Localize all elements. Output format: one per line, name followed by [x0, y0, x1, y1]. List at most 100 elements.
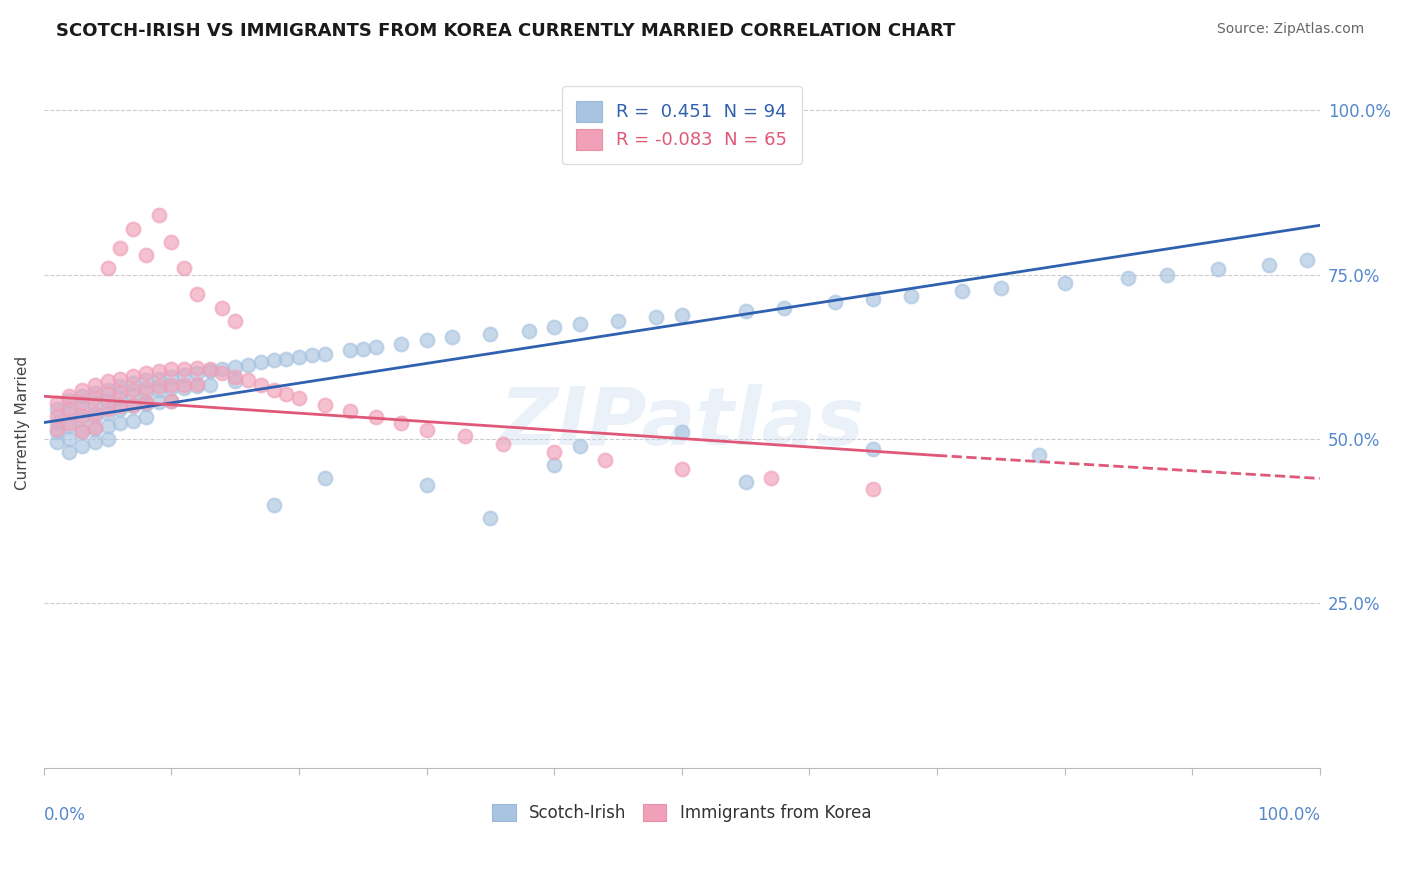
Point [479, 511, 502, 525]
Point [224, 369, 246, 384]
Point [135, 366, 157, 380]
Point [415, 478, 437, 492]
Point [173, 378, 195, 392]
Point [224, 314, 246, 328]
Point [236, 373, 259, 387]
Point [45, 402, 67, 417]
Y-axis label: Currently Married: Currently Married [15, 356, 30, 490]
Point [568, 317, 591, 331]
Point [593, 453, 616, 467]
Point [211, 361, 233, 376]
Point [160, 378, 183, 392]
Point [186, 377, 208, 392]
Point [415, 423, 437, 437]
Point [173, 381, 195, 395]
Point [135, 384, 157, 399]
Point [58, 418, 80, 433]
Point [122, 368, 145, 383]
Point [1206, 262, 1229, 277]
Point [288, 350, 311, 364]
Point [70, 389, 93, 403]
Point [58, 402, 80, 417]
Point [862, 292, 884, 306]
Point [148, 209, 170, 223]
Point [110, 379, 132, 393]
Point [70, 424, 93, 438]
Point [122, 388, 145, 402]
Point [1296, 253, 1319, 268]
Point [122, 399, 145, 413]
Point [148, 364, 170, 378]
Point [862, 442, 884, 456]
Point [148, 371, 170, 385]
Point [607, 314, 630, 328]
Point [415, 334, 437, 348]
Point [110, 399, 132, 413]
Point [224, 374, 246, 388]
Point [160, 393, 183, 408]
Point [110, 241, 132, 255]
Point [97, 374, 120, 388]
Point [543, 320, 565, 334]
Point [1116, 271, 1139, 285]
Point [84, 396, 107, 410]
Point [58, 389, 80, 403]
Point [186, 287, 208, 301]
Point [160, 381, 183, 395]
Point [1028, 449, 1050, 463]
Point [671, 425, 693, 440]
Point [110, 371, 132, 385]
Point [70, 396, 93, 410]
Point [70, 401, 93, 415]
Point [389, 336, 412, 351]
Point [97, 383, 120, 397]
Point [160, 235, 183, 249]
Text: ZIPatlas: ZIPatlas [499, 384, 865, 461]
Point [84, 378, 107, 392]
Point [58, 406, 80, 420]
Point [84, 386, 107, 401]
Point [1156, 268, 1178, 282]
Point [364, 340, 387, 354]
Point [70, 409, 93, 423]
Point [263, 498, 285, 512]
Point [110, 384, 132, 399]
Point [45, 422, 67, 436]
Point [186, 366, 208, 380]
Point [263, 383, 285, 397]
Point [568, 439, 591, 453]
Point [97, 401, 120, 416]
Point [58, 416, 80, 430]
Point [148, 383, 170, 397]
Point [339, 343, 361, 358]
Point [135, 373, 157, 387]
Point [160, 393, 183, 408]
Point [198, 378, 221, 392]
Point [543, 458, 565, 473]
Point [148, 395, 170, 409]
Text: 100.0%: 100.0% [1257, 805, 1320, 823]
Point [135, 248, 157, 262]
Point [479, 326, 502, 341]
Point [173, 361, 195, 376]
Point [160, 369, 183, 384]
Point [135, 410, 157, 425]
Point [900, 288, 922, 302]
Point [122, 398, 145, 412]
Point [671, 309, 693, 323]
Point [84, 409, 107, 423]
Point [186, 379, 208, 393]
Point [173, 368, 195, 382]
Point [288, 391, 311, 405]
Point [301, 348, 323, 362]
Point [110, 416, 132, 430]
Point [492, 436, 515, 450]
Point [97, 261, 120, 276]
Point [1257, 258, 1279, 272]
Point [990, 281, 1012, 295]
Point [45, 416, 67, 430]
Point [952, 284, 974, 298]
Point [862, 482, 884, 496]
Text: SCOTCH-IRISH VS IMMIGRANTS FROM KOREA CURRENTLY MARRIED CORRELATION CHART: SCOTCH-IRISH VS IMMIGRANTS FROM KOREA CU… [56, 22, 956, 40]
Point [110, 402, 132, 417]
